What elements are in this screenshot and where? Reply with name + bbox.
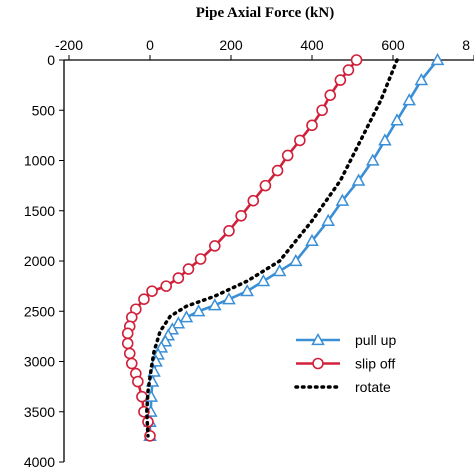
data-point bbox=[316, 104, 328, 117]
series-line bbox=[145, 58, 399, 438]
legend-marker bbox=[311, 332, 325, 346]
data-point bbox=[414, 73, 429, 86]
data-point bbox=[240, 284, 254, 297]
data-point bbox=[191, 304, 206, 317]
data-point bbox=[324, 89, 337, 101]
y-tick-label: 1000 bbox=[24, 153, 55, 169]
data-point bbox=[144, 430, 156, 442]
legend: pull up slip off rotate bbox=[294, 332, 396, 395]
legend-label: pull up bbox=[355, 332, 396, 348]
data-point bbox=[378, 133, 392, 146]
y-tick-label: 4000 bbox=[24, 454, 55, 470]
data-point bbox=[125, 357, 138, 370]
y-axis-ticks: 0 500 1000 1500 2000 2500 3000 3500 4000 bbox=[24, 52, 64, 470]
data-point bbox=[171, 316, 186, 329]
x-tick-label: 600 bbox=[381, 37, 405, 53]
x-tick-label: 0 bbox=[146, 37, 154, 53]
x-tick-label: 8 bbox=[462, 37, 470, 53]
data-point bbox=[402, 93, 416, 106]
chart-title: Pipe Axial Force (kN) bbox=[196, 5, 334, 21]
data-point bbox=[247, 194, 260, 207]
data-point bbox=[259, 179, 272, 192]
y-tick-label: 2500 bbox=[24, 303, 55, 319]
x-axis-ticks: -200 0 200 400 600 8 bbox=[55, 37, 474, 60]
data-point bbox=[390, 113, 404, 126]
data-point bbox=[209, 240, 221, 252]
legend-label: rotate bbox=[355, 379, 391, 395]
series-line bbox=[148, 59, 439, 436]
y-tick-label: 2000 bbox=[24, 253, 55, 269]
series-pull-up bbox=[143, 52, 445, 442]
data-point bbox=[256, 274, 271, 287]
data-point bbox=[334, 74, 347, 86]
data-point bbox=[235, 209, 247, 222]
y-tick-label: 3000 bbox=[24, 354, 55, 370]
series-rotate bbox=[145, 58, 399, 438]
data-point bbox=[342, 64, 355, 76]
legend-item: pull up bbox=[296, 332, 396, 348]
data-point bbox=[123, 347, 136, 360]
legend-item: rotate bbox=[294, 379, 391, 395]
data-point bbox=[294, 134, 306, 147]
data-point bbox=[146, 285, 158, 297]
data-point bbox=[121, 337, 134, 350]
data-point bbox=[138, 293, 150, 305]
legend-item: slip off bbox=[296, 356, 395, 372]
data-point bbox=[430, 52, 445, 66]
data-point bbox=[222, 292, 236, 305]
data-point bbox=[306, 119, 318, 132]
data-point bbox=[132, 375, 144, 388]
data-point bbox=[350, 54, 363, 66]
legend-marker bbox=[312, 357, 324, 370]
data-point bbox=[335, 193, 350, 206]
y-tick-label: 500 bbox=[32, 102, 56, 118]
data-point bbox=[272, 264, 287, 277]
data-point bbox=[305, 233, 319, 247]
data-point bbox=[271, 164, 284, 177]
data-point bbox=[208, 298, 222, 311]
data-point bbox=[160, 280, 172, 292]
data-point bbox=[321, 213, 335, 226]
series-layer bbox=[121, 52, 445, 442]
series-line bbox=[126, 59, 358, 437]
data-point bbox=[365, 153, 380, 166]
x-tick-label: 200 bbox=[219, 37, 243, 53]
data-point bbox=[182, 263, 195, 275]
y-tick-label: 0 bbox=[47, 52, 55, 68]
data-point bbox=[179, 310, 194, 323]
data-point bbox=[289, 253, 303, 267]
data-point bbox=[223, 225, 235, 237]
data-point bbox=[121, 327, 134, 340]
x-tick-label: 400 bbox=[300, 37, 324, 53]
series-slip-off bbox=[121, 54, 363, 442]
data-point bbox=[351, 173, 366, 186]
data-point bbox=[136, 390, 148, 403]
data-point bbox=[172, 272, 185, 284]
data-point bbox=[194, 253, 207, 265]
x-tick-label: -200 bbox=[55, 37, 83, 53]
legend-label: slip off bbox=[355, 356, 395, 372]
y-tick-label: 3500 bbox=[24, 404, 55, 420]
y-tick-label: 1500 bbox=[24, 203, 55, 219]
data-point bbox=[281, 149, 294, 162]
